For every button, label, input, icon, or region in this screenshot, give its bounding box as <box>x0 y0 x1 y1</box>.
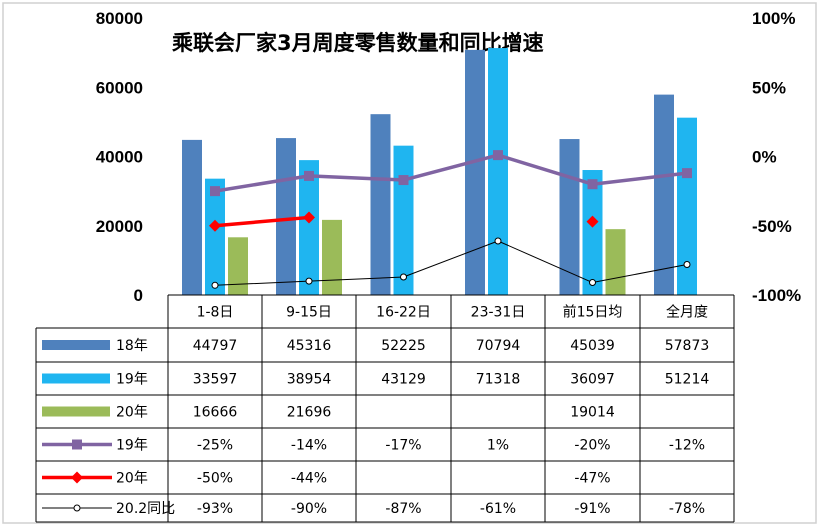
category-label: 23-31日 <box>471 305 526 321</box>
data-label-20.2同比-前15日均: -91% <box>574 501 610 517</box>
y-axis-tick-label: 0 <box>134 286 143 305</box>
legend-label-18年: 18年 <box>116 338 148 354</box>
data-label-18年-前15日均: 45039 <box>570 338 615 354</box>
line-19年 <box>214 153 688 193</box>
marker-20年-前15日均 <box>586 215 599 228</box>
data-label-19年-全月度: 51214 <box>665 372 710 388</box>
y-axis-tick-label: 60000 <box>96 78 143 97</box>
legend-key-marker-20.2同比 <box>73 504 81 512</box>
marker-20.2同比-前15日均 <box>589 279 596 287</box>
bar-20年-1-8日 <box>228 237 248 295</box>
data-label-19年-23-31日: 71318 <box>476 372 521 388</box>
y2-axis-tick-label: 0% <box>752 148 777 167</box>
data-label-20.2同比-16-22日: -87% <box>385 501 421 517</box>
marker-20.2同比-1-8日 <box>211 281 219 289</box>
marker-20年-1-8日 <box>209 219 221 232</box>
data-label-20年-9-15日: -44% <box>291 471 327 487</box>
legend-label-19年: 19年 <box>116 372 148 388</box>
data-label-20年-1-8日: -50% <box>197 471 233 487</box>
data-label-19年-1-8日: -25% <box>197 438 233 454</box>
bar-18年-全月度 <box>654 94 674 295</box>
data-label-18年-1-8日: 44797 <box>193 338 238 354</box>
marker-19年-9-15日 <box>304 170 314 181</box>
legend-key-18年 <box>42 340 110 350</box>
marker-20.2同比-23-31日 <box>494 237 502 245</box>
data-label-19年-23-31日: 1% <box>487 438 509 454</box>
line-20年 <box>214 215 310 228</box>
legend-label-19年: 19年 <box>116 438 148 454</box>
data-label-18年-9-15日: 45316 <box>287 338 332 354</box>
bar-18年-1-8日 <box>182 139 202 295</box>
category-label: 16-22日 <box>376 305 431 321</box>
bar-19年-9-15日 <box>299 160 319 295</box>
data-label-18年-全月度: 57873 <box>665 338 710 354</box>
data-label-20.2同比-23-31日: -61% <box>480 501 516 517</box>
category-label: 全月度 <box>666 304 708 321</box>
line-20.2同比 <box>214 240 688 286</box>
marker-19年-1-8日 <box>210 186 220 197</box>
category-label: 9-15日 <box>286 305 332 321</box>
legend-label-20.2同比: 20.2同比 <box>116 501 175 517</box>
y2-axis-tick-label: 100% <box>752 9 795 28</box>
data-label-19年-前15日均: 36097 <box>570 372 615 388</box>
data-label-20年-前15日均: 19014 <box>570 405 615 421</box>
bar-19年-23-31日 <box>488 48 508 295</box>
data-label-19年-1-8日: 33597 <box>193 372 238 388</box>
marker-19年-23-31日 <box>493 150 503 161</box>
marker-20年-9-15日 <box>303 211 315 224</box>
legend-key-20年 <box>42 406 110 417</box>
data-label-19年-9-15日: 38954 <box>287 372 332 388</box>
bar-19年-全月度 <box>677 117 697 295</box>
marker-19年-前15日均 <box>587 179 598 190</box>
data-label-20.2同比-全月度: -78% <box>669 501 705 517</box>
bar-20年-9-15日 <box>322 219 342 295</box>
y-axis-tick-label: 20000 <box>96 217 143 236</box>
bar-18年-9-15日 <box>276 138 296 295</box>
category-label: 1-8日 <box>197 305 234 321</box>
chart-title: 乘联会厂家3月周度零售数量和同比增速 <box>171 31 544 55</box>
bar-19年-16-22日 <box>393 145 414 295</box>
bar-18年-16-22日 <box>370 114 391 296</box>
category-label: 前15日均 <box>563 304 623 321</box>
legend-key-marker-19年 <box>72 439 82 450</box>
data-label-20.2同比-9-15日: -90% <box>291 501 327 517</box>
y2-axis-tick-label: 50% <box>752 78 786 97</box>
bar-20年-前15日均 <box>605 229 626 295</box>
data-label-19年-16-22日: 43129 <box>381 372 426 388</box>
legend-label-20年: 20年 <box>116 405 148 421</box>
marker-19年-16-22日 <box>398 175 409 186</box>
y2-axis-tick-label: -100% <box>752 286 801 305</box>
legend-key-marker-20年 <box>71 471 83 484</box>
y2-axis-tick-label: -50% <box>752 217 792 236</box>
marker-20.2同比-16-22日 <box>400 273 407 281</box>
y-axis-tick-label: 80000 <box>96 9 143 28</box>
marker-20.2同比-9-15日 <box>305 277 313 285</box>
bar-19年-前15日均 <box>582 170 603 295</box>
data-label-19年-前15日均: -20% <box>574 438 610 454</box>
bar-18年-前15日均 <box>559 139 580 295</box>
marker-19年-全月度 <box>682 168 692 179</box>
bar-19年-1-8日 <box>205 178 225 295</box>
data-label-19年-全月度: -12% <box>669 438 705 454</box>
y-axis-tick-label: 40000 <box>96 148 143 167</box>
data-label-19年-16-22日: -17% <box>385 438 421 454</box>
data-label-18年-16-22日: 52225 <box>381 338 426 354</box>
legend-key-19年 <box>42 373 110 384</box>
bar-18年-23-31日 <box>465 49 485 295</box>
data-label-20.2同比-1-8日: -93% <box>197 501 233 517</box>
marker-20.2同比-全月度 <box>683 261 691 269</box>
data-label-20年-1-8日: 16666 <box>193 405 238 421</box>
data-label-20年-9-15日: 21696 <box>287 405 332 421</box>
data-label-18年-23-31日: 70794 <box>476 338 521 354</box>
data-label-19年-9-15日: -14% <box>291 438 327 454</box>
legend-label-20年: 20年 <box>116 471 148 487</box>
data-label-20年-前15日均: -47% <box>574 471 610 487</box>
